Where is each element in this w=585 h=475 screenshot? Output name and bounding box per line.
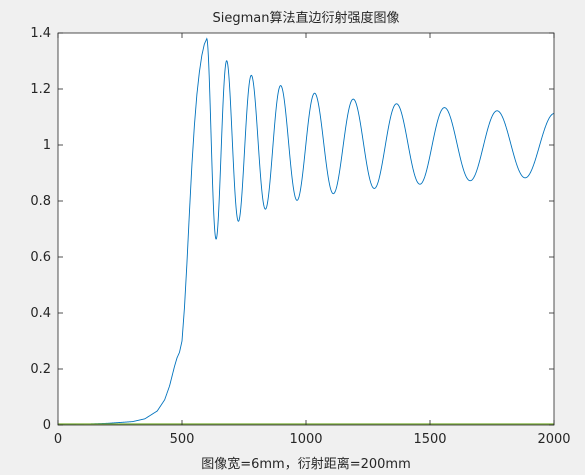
intensity-series-line (58, 37, 555, 425)
y-tick-label: 1 (43, 138, 51, 153)
chart-title: Siegman算法直边衍射强度图像 (213, 10, 400, 26)
y-tick-label: 0.8 (30, 194, 51, 209)
ticks-layer: 0 500 1000 1500 2000 0 0.2 0.4 0.6 0.8 1 1.2 1.4 (30, 26, 570, 447)
x-axis-label: 图像宽=6mm，衍射距离=200mm (201, 456, 411, 472)
y-tick-label: 0.2 (30, 362, 51, 377)
y-tick-label: 0.4 (30, 306, 51, 321)
y-tick-label: 1.4 (30, 26, 51, 41)
y-tick-label: 1.2 (30, 82, 51, 97)
x-tick-label: 2000 (537, 432, 570, 447)
x-tick-label: 500 (170, 432, 195, 447)
y-tick-label: 0.6 (30, 250, 51, 265)
x-tick-label: 0 (54, 432, 62, 447)
x-tick-label: 1000 (289, 432, 322, 447)
y-tick-label: 0 (43, 418, 51, 433)
x-tick-label: 1500 (413, 432, 446, 447)
plot-area (58, 33, 554, 425)
